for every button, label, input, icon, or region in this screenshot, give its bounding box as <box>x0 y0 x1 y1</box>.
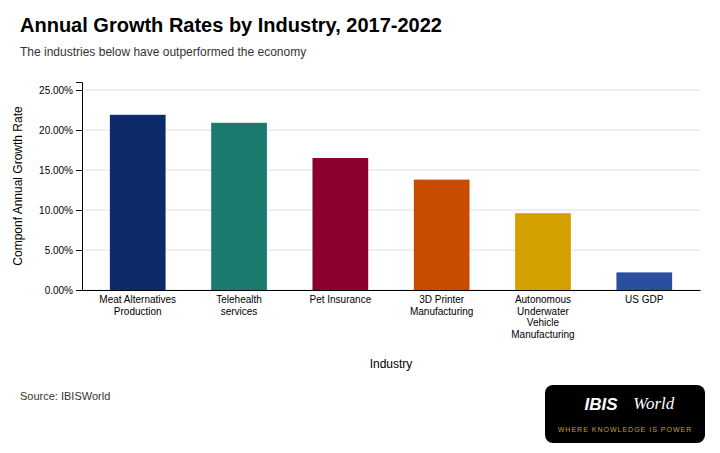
tick: 15.00% <box>39 165 82 176</box>
grid <box>82 90 700 290</box>
tick-label-line: Autonomous <box>515 294 571 305</box>
source: Source: IBISWorld <box>20 390 110 402</box>
tick-mark <box>76 210 82 211</box>
bar <box>211 123 267 290</box>
tick: 5.00% <box>45 245 82 256</box>
tick-label-line: US GDP <box>625 294 664 305</box>
plot: 0.00% 5.00% 10.00% 15.00% 20.00% 25.00% Meat A… <box>39 83 700 340</box>
tick-label: Meat AlternativesProduction <box>99 294 176 317</box>
tick-label: 5.00% <box>45 245 73 256</box>
axis-line <box>76 83 83 291</box>
x-axis: Meat AlternativesProduction Telehealthser… <box>83 291 701 340</box>
logo: IBIS World WHERE KNOWLEDGE IS POWER <box>545 385 705 443</box>
tick-label: Pet Insurance <box>309 294 371 305</box>
tick-mark <box>76 170 82 171</box>
tick-label: 20.00% <box>39 125 73 136</box>
tick-label-line: Underwater <box>517 306 569 317</box>
chart: Annual Growth Rates by Industry, 2017-20… <box>0 0 720 453</box>
tick: 0.00% <box>45 285 82 296</box>
grid-line <box>82 130 700 131</box>
bar <box>616 272 672 290</box>
x-axis-title: Industry <box>370 357 413 371</box>
tick: Telehealthservices <box>216 294 262 317</box>
bar <box>515 213 571 290</box>
tick-label-line: 3D Printer <box>419 294 465 305</box>
subtitle: The industries below have outperformed t… <box>20 45 306 59</box>
tick-label-line: Telehealth <box>216 294 262 305</box>
bar <box>312 158 368 290</box>
tick-label-line: Meat Alternatives <box>99 294 176 305</box>
tick-mark <box>76 250 82 251</box>
tick: US GDP <box>625 294 664 305</box>
logo-text: IBIS <box>584 395 618 414</box>
tick-mark <box>76 290 82 291</box>
grid-line <box>82 210 700 211</box>
grid-line <box>82 90 700 91</box>
bar <box>110 115 166 290</box>
tick: AutonomousUnderwaterVehicleManufacturing <box>511 294 574 340</box>
bars <box>110 115 672 290</box>
tick: 25.00% <box>39 85 82 96</box>
tick: 20.00% <box>39 125 82 136</box>
tick-label-line: services <box>221 306 258 317</box>
logo-text: World <box>633 394 674 413</box>
tick-label-line: Pet Insurance <box>309 294 371 305</box>
tick-label-line: Production <box>114 306 162 317</box>
tick-mark <box>76 130 82 131</box>
tick: 10.00% <box>39 205 82 216</box>
y-axis: 0.00% 5.00% 10.00% 15.00% 20.00% 25.00% <box>39 83 82 296</box>
tick: Meat AlternativesProduction <box>99 294 176 317</box>
bar <box>414 180 470 290</box>
tick: Pet Insurance <box>309 294 371 305</box>
tick-label: 10.00% <box>39 205 73 216</box>
tick-label-line: Manufacturing <box>410 306 473 317</box>
tick-label: 15.00% <box>39 165 73 176</box>
tick-label: US GDP <box>625 294 664 305</box>
grid-line <box>82 250 700 251</box>
axis-line <box>83 290 701 291</box>
logo-box <box>545 385 705 443</box>
grid-line <box>82 290 700 291</box>
tick-label: 0.00% <box>45 285 73 296</box>
logo-tagline: WHERE KNOWLEDGE IS POWER <box>558 426 692 433</box>
tick: 3D PrinterManufacturing <box>410 294 473 317</box>
tick-label: 25.00% <box>39 85 73 96</box>
tick-label-line: Manufacturing <box>511 329 574 340</box>
y-axis-title: Componf Annual Growth Rate <box>11 106 25 266</box>
tick-label: AutonomousUnderwaterVehicleManufacturing <box>511 294 574 340</box>
tick-label-line: Vehicle <box>527 317 560 328</box>
tick-mark <box>76 90 82 91</box>
tick-label: 3D PrinterManufacturing <box>410 294 473 317</box>
grid-line <box>82 170 700 171</box>
tick-label: Telehealthservices <box>216 294 262 317</box>
title: Annual Growth Rates by Industry, 2017-20… <box>20 14 442 36</box>
